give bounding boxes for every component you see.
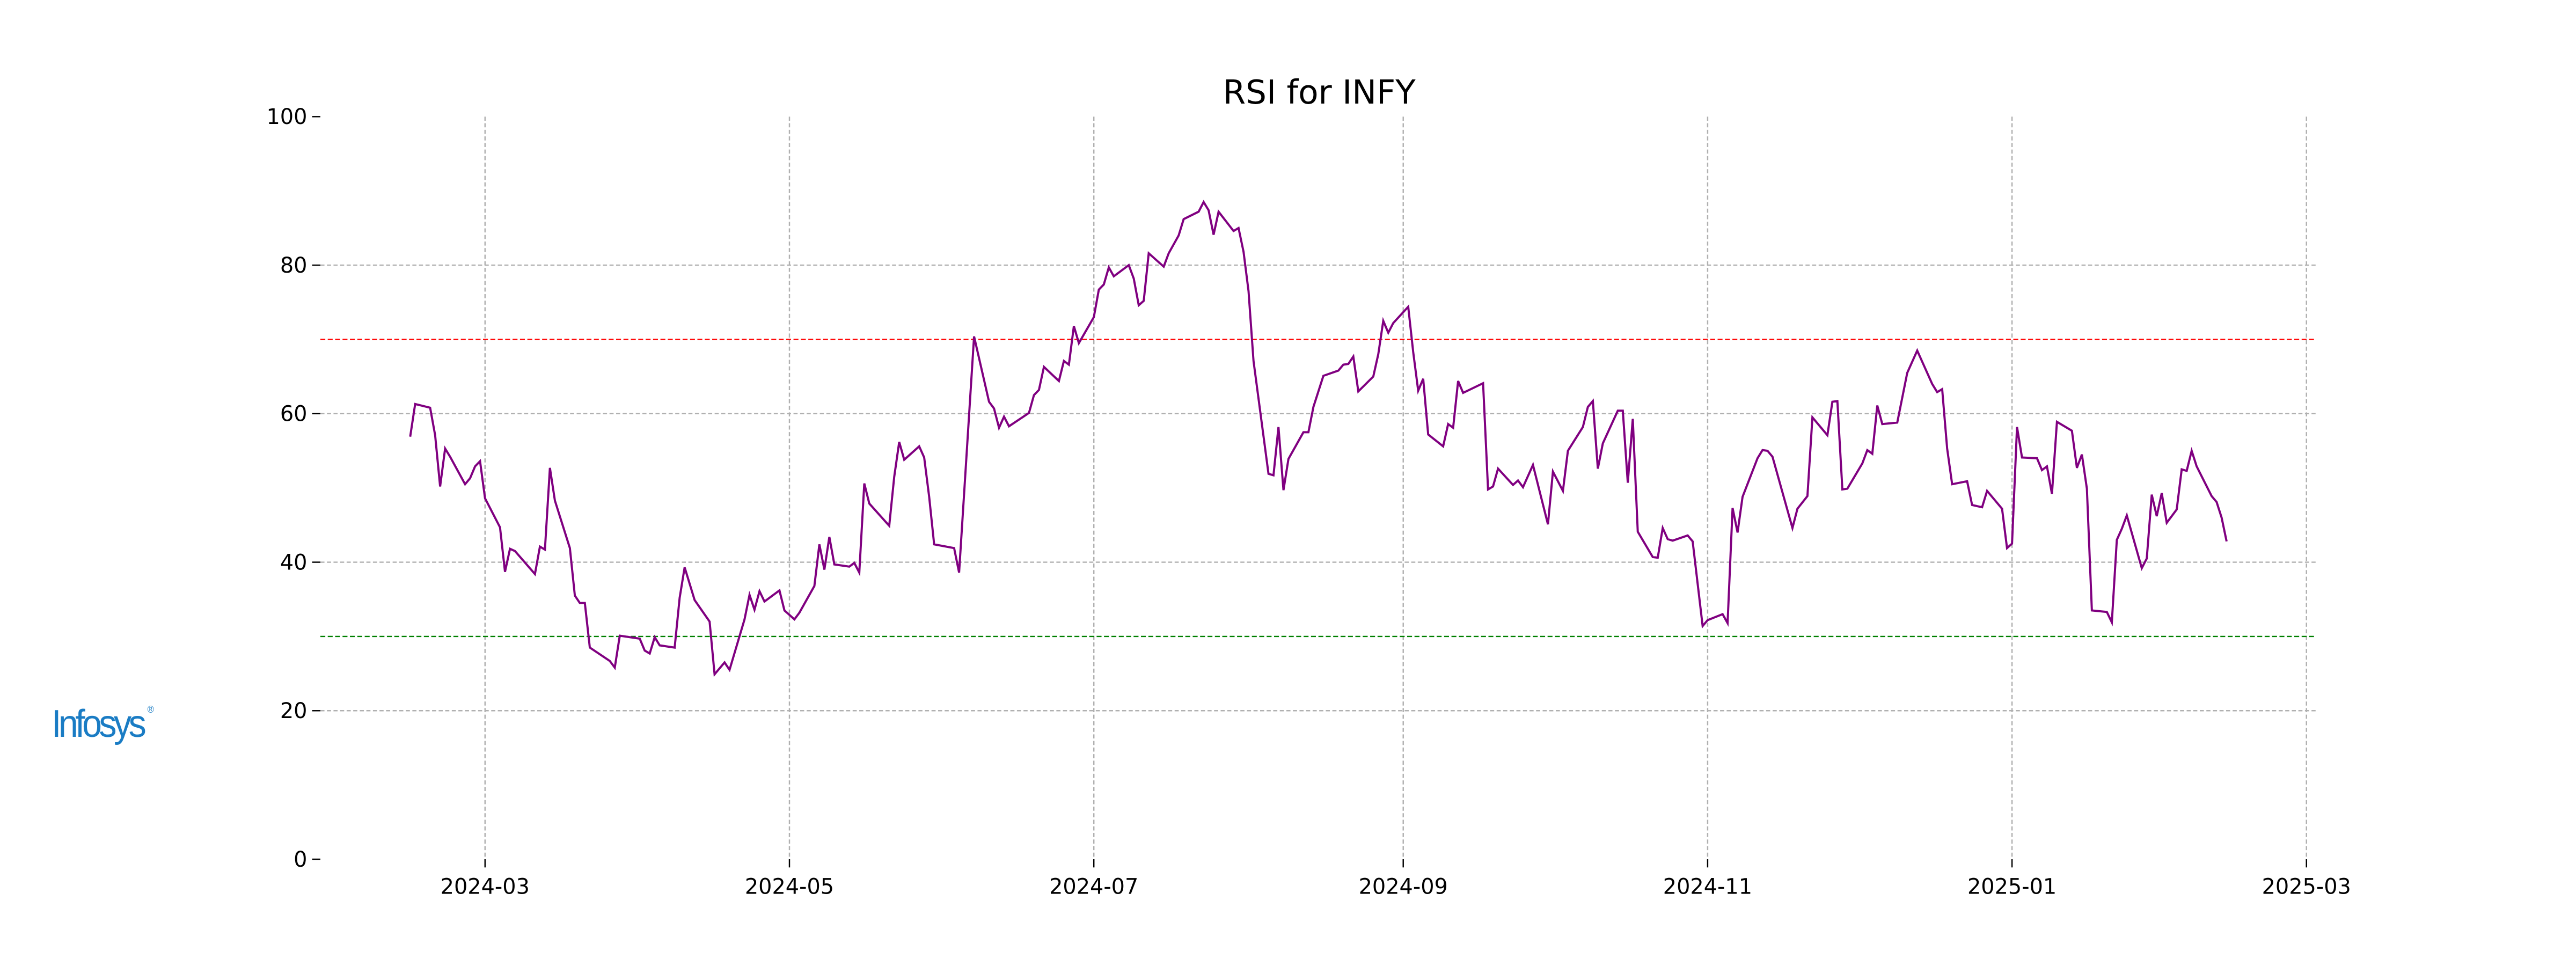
- y-tick-label: 80: [280, 253, 308, 278]
- x-tick-label: 2024-03: [441, 874, 530, 899]
- grid-lines: [320, 116, 2317, 860]
- infosys-logo: Infosys ®: [52, 702, 154, 746]
- chart-title: RSI for INFY: [1223, 74, 1416, 112]
- y-axis: 0 20 40 60 80 100: [267, 105, 320, 872]
- logo-text: Infosys: [52, 702, 147, 745]
- x-axis: 2024-03 2024-05 2024-07 2024-09 2024-11 2025-…: [441, 859, 2351, 899]
- x-tick-label: 2024-05: [745, 874, 834, 899]
- x-tick-label: 2024-07: [1049, 874, 1138, 899]
- x-tick-label: 2024-11: [1663, 874, 1752, 899]
- y-tick-label: 40: [280, 550, 308, 575]
- series-layer: [409, 200, 2228, 677]
- y-tick-label: 20: [280, 699, 308, 723]
- y-tick-label: 0: [294, 847, 307, 872]
- y-tick-label: 60: [280, 402, 308, 427]
- logo-registered-mark: ®: [147, 704, 154, 715]
- x-tick-label: 2025-01: [1967, 874, 2057, 899]
- x-tick-label: 2024-09: [1359, 874, 1448, 899]
- threshold-lines: [320, 339, 2317, 638]
- y-tick-label: 100: [267, 105, 308, 129]
- x-tick-label: 2025-03: [2262, 874, 2351, 899]
- rsi-line: [409, 200, 2228, 677]
